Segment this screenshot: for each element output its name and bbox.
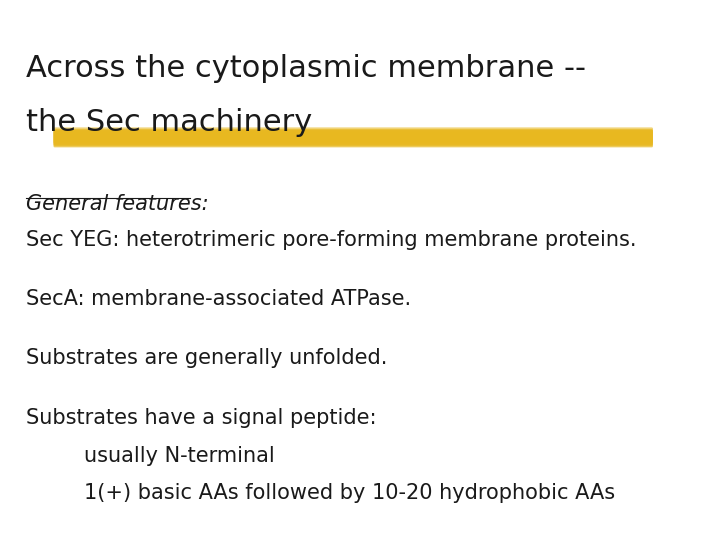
- FancyBboxPatch shape: [53, 127, 653, 146]
- Text: Substrates have a signal peptide:: Substrates have a signal peptide:: [26, 408, 377, 428]
- Text: the Sec machinery: the Sec machinery: [26, 108, 312, 137]
- Text: Substrates are generally unfolded.: Substrates are generally unfolded.: [26, 348, 387, 368]
- Text: General features:: General features:: [26, 194, 208, 214]
- FancyBboxPatch shape: [53, 132, 653, 147]
- FancyBboxPatch shape: [54, 130, 652, 146]
- FancyBboxPatch shape: [53, 130, 653, 147]
- FancyBboxPatch shape: [53, 131, 653, 147]
- Text: usually N-terminal: usually N-terminal: [84, 446, 274, 465]
- FancyBboxPatch shape: [53, 130, 653, 145]
- Text: 1(+) basic AAs followed by 10-20 hydrophobic AAs: 1(+) basic AAs followed by 10-20 hydroph…: [84, 483, 615, 503]
- FancyBboxPatch shape: [53, 127, 653, 143]
- Text: Across the cytoplasmic membrane --: Across the cytoplasmic membrane --: [26, 54, 586, 83]
- Text: SecA: membrane-associated ATPase.: SecA: membrane-associated ATPase.: [26, 289, 411, 309]
- FancyBboxPatch shape: [53, 129, 653, 144]
- Text: Sec YEG: heterotrimeric pore-forming membrane proteins.: Sec YEG: heterotrimeric pore-forming mem…: [26, 230, 636, 249]
- FancyBboxPatch shape: [53, 130, 653, 144]
